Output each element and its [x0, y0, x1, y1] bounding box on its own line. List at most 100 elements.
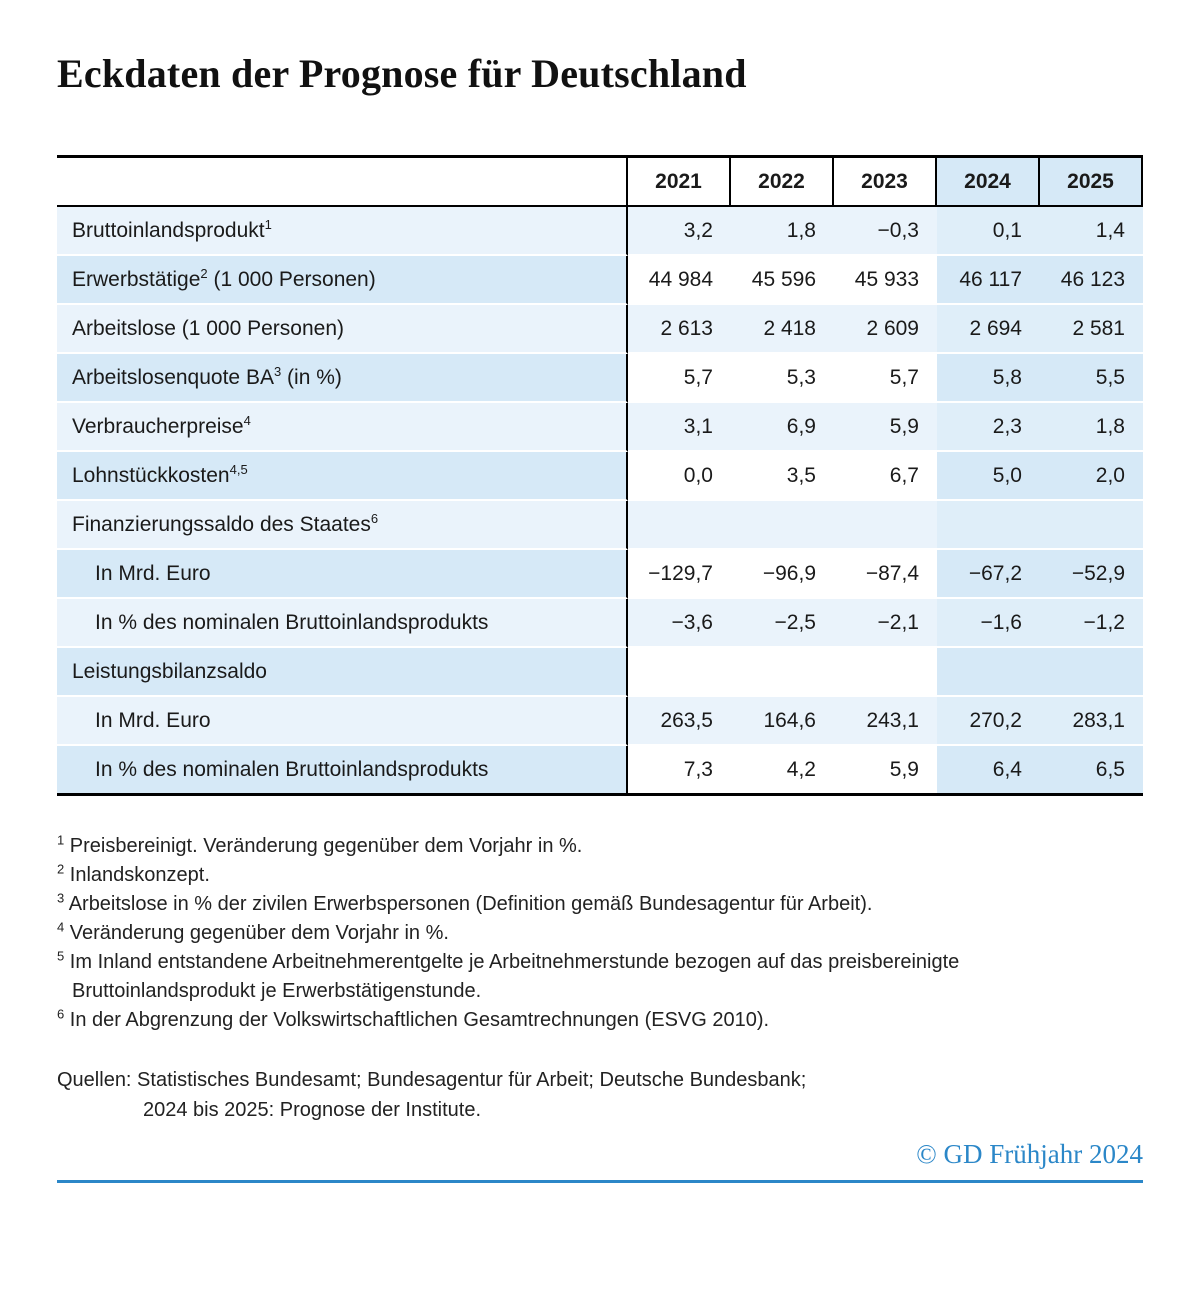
- sources-line-2: 2024 bis 2025: Prognose der Institute.: [143, 1099, 482, 1121]
- footnote-marker: 2: [200, 265, 208, 281]
- footnote: 2 Inlandskonzept.: [57, 861, 210, 886]
- row-label: Leistungsbilanzsaldo: [57, 648, 628, 697]
- cell-value: 1,8: [731, 207, 834, 256]
- cell-value: 5,7: [834, 354, 937, 403]
- cell-value: [937, 648, 1040, 697]
- table-row: Verbraucherpreise4 3,1 6,9 5,9 2,3 1,8: [57, 403, 1143, 452]
- cell-value: 6,9: [731, 403, 834, 452]
- cell-value: 5,0: [937, 452, 1040, 501]
- cell-value: 2,0: [1040, 452, 1143, 501]
- cell-value: 44 984: [628, 256, 731, 305]
- cell-value: 2 694: [937, 305, 1040, 354]
- cell-value: [731, 501, 834, 550]
- table-row: Finanzierungssaldo des Staates6: [57, 501, 1143, 550]
- cell-value: 0,1: [937, 207, 1040, 256]
- cell-value: −52,9: [1040, 550, 1143, 599]
- cell-value: [937, 501, 1040, 550]
- cell-value: 2 581: [1040, 305, 1143, 354]
- cell-value: 283,1: [1040, 697, 1143, 746]
- cell-value: 6,5: [1040, 746, 1143, 793]
- footnote-marker: 4,5: [229, 461, 248, 477]
- cell-value: 2,3: [937, 403, 1040, 452]
- cell-value: [1040, 501, 1143, 550]
- table-header-row: 2021 2022 2023 2024 2025: [57, 158, 1143, 207]
- bottom-accent-rule: [57, 1180, 1143, 1183]
- cell-value: [834, 501, 937, 550]
- footnote: 4 Veränderung gegenüber dem Vorjahr in %…: [57, 919, 449, 944]
- cell-value: 0,0: [628, 452, 731, 501]
- footnote-marker: 3: [57, 890, 65, 906]
- cell-value: −1,6: [937, 599, 1040, 648]
- footnote-marker: 2: [57, 861, 65, 877]
- table-row: In % des nominalen Bruttoinlandsprodukts…: [57, 599, 1143, 648]
- stub-header: [57, 158, 628, 207]
- cell-value: 1,8: [1040, 403, 1143, 452]
- year-header-2022: 2022: [731, 158, 834, 207]
- cell-value: 46 117: [937, 256, 1040, 305]
- row-label: In Mrd. Euro: [57, 697, 628, 746]
- row-label: Arbeitslosenquote BA3 (in %): [57, 354, 628, 403]
- cell-value: 2 418: [731, 305, 834, 354]
- table-row: In % des nominalen Bruttoinlandsprodukts…: [57, 746, 1143, 793]
- footnote-marker: 6: [370, 510, 379, 526]
- table-row: Bruttoinlandsprodukt1 3,2 1,8 −0,3 0,1 1,4: [57, 207, 1143, 256]
- footnote: 3 Arbeitslose in % der zivilen Erwerbspe…: [57, 890, 873, 915]
- footnote-marker: 4: [243, 412, 251, 428]
- year-header-2021: 2021: [628, 158, 731, 207]
- cell-value: 263,5: [628, 697, 731, 746]
- footnote: 6 In der Abgrenzung der Volkswirtschaftl…: [57, 1006, 770, 1031]
- footnote-marker: 5: [57, 948, 65, 964]
- cell-value: −1,2: [1040, 599, 1143, 648]
- footnote: 1 Preisbereinigt. Veränderung gegenüber …: [57, 832, 583, 857]
- cell-value: −2,5: [731, 599, 834, 648]
- cell-value: −87,4: [834, 550, 937, 599]
- copyright-note: © GD Frühjahr 2024: [916, 1139, 1143, 1169]
- cell-value: 1,4: [1040, 207, 1143, 256]
- table-row: Lohnstückkosten4,5 0,0 3,5 6,7 5,0 2,0: [57, 452, 1143, 501]
- figure-page: Eckdaten der Prognose für Deutschland 20…: [0, 52, 1200, 1183]
- table-row: Arbeitslosenquote BA3 (in %) 5,7 5,3 5,7 5,8…: [57, 354, 1143, 403]
- cell-value: [1040, 648, 1143, 697]
- table-body: Bruttoinlandsprodukt1 3,2 1,8 −0,3 0,1 1,4 Erw…: [57, 207, 1143, 793]
- figure-title: Eckdaten der Prognose für Deutschland: [57, 51, 747, 96]
- cell-value: 3,2: [628, 207, 731, 256]
- cell-value: 6,7: [834, 452, 937, 501]
- row-label: In % des nominalen Bruttoinlandsprodukts: [57, 599, 628, 648]
- table-row: Leistungsbilanzsaldo: [57, 648, 1143, 697]
- cell-value: 6,4: [937, 746, 1040, 793]
- cell-value: 5,5: [1040, 354, 1143, 403]
- forecast-table: 2021 2022 2023 2024 2025 Bruttoinlandsproduk…: [57, 155, 1143, 796]
- table-row: Arbeitslose (1 000 Personen) 2 613 2 418 2 …: [57, 305, 1143, 354]
- row-label: Erwerbstätige2 (1 000 Personen): [57, 256, 628, 305]
- footnote-marker: 6: [57, 1006, 65, 1022]
- row-label: Lohnstückkosten4,5: [57, 452, 628, 501]
- cell-value: 3,5: [731, 452, 834, 501]
- cell-value: 3,1: [628, 403, 731, 452]
- cell-value: 5,9: [834, 746, 937, 793]
- cell-value: [731, 648, 834, 697]
- footnote-marker: 1: [264, 216, 272, 232]
- cell-value: −96,9: [731, 550, 834, 599]
- row-label: Bruttoinlandsprodukt1: [57, 207, 628, 256]
- cell-value: 2 609: [834, 305, 937, 354]
- year-header-2024: 2024: [937, 158, 1040, 207]
- cell-value: −2,1: [834, 599, 937, 648]
- cell-value: 270,2: [937, 697, 1040, 746]
- cell-value: [628, 648, 731, 697]
- cell-value: 5,7: [628, 354, 731, 403]
- footnotes: 1 Preisbereinigt. Veränderung gegenüber …: [57, 832, 1143, 1035]
- cell-value: −129,7: [628, 550, 731, 599]
- sources-line-1: Quellen: Statistisches Bundesamt; Bundes…: [57, 1069, 807, 1091]
- cell-value: 164,6: [731, 697, 834, 746]
- footnote-marker: 4: [57, 919, 65, 935]
- footnote-marker: 3: [273, 363, 282, 379]
- footnote: 5 Im Inland entstandene Arbeitnehmerentg…: [57, 948, 960, 1002]
- table-row: In Mrd. Euro −129,7 −96,9 −87,4 −67,2 −52,9: [57, 550, 1143, 599]
- row-label: Verbraucherpreise4: [57, 403, 628, 452]
- table-row: Erwerbstätige2 (1 000 Personen) 44 984 45 …: [57, 256, 1143, 305]
- year-header-2025: 2025: [1040, 158, 1143, 207]
- cell-value: −67,2: [937, 550, 1040, 599]
- row-label: Arbeitslose (1 000 Personen): [57, 305, 628, 354]
- cell-value: 5,8: [937, 354, 1040, 403]
- cell-value: 7,3: [628, 746, 731, 793]
